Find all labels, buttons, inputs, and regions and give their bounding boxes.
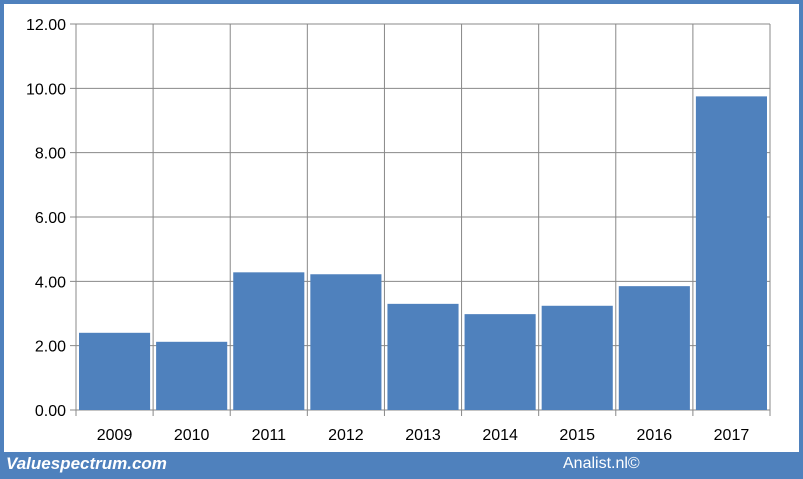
y-tick-label: 4.00 <box>35 274 66 291</box>
x-tick-label: 2013 <box>405 427 441 444</box>
bar-chart: 0.00 2.00 4.00 6.00 8.00 10.00 12.00 2009 2010 20… <box>26 17 771 444</box>
bar-2016 <box>618 286 690 410</box>
bar-2011 <box>233 272 305 410</box>
bar-2015 <box>541 305 613 410</box>
y-tick-label: 8.00 <box>35 146 66 163</box>
x-tick-label: 2014 <box>482 427 518 444</box>
x-tick-label: 2011 <box>252 427 287 444</box>
x-tick-label: 2016 <box>637 427 673 444</box>
x-tick-label: 2015 <box>559 427 595 444</box>
x-tick-label: 2009 <box>97 427 133 444</box>
chart-area: 0.00 2.00 4.00 6.00 8.00 10.00 12.00 2009 2010 20… <box>4 4 799 452</box>
y-tick-label: 0.00 <box>35 403 66 420</box>
x-tick-label: 2012 <box>328 427 364 444</box>
footer-site-label: Valuespectrum.com <box>6 454 167 473</box>
y-tick-label: 10.00 <box>26 81 66 98</box>
y-tick-label: 12.00 <box>26 17 66 34</box>
y-tick-label: 2.00 <box>35 339 66 356</box>
bar-2009 <box>79 332 151 410</box>
bar-2014 <box>464 314 536 410</box>
bar-2013 <box>387 303 459 410</box>
bar-2012 <box>310 274 382 410</box>
bar-2010 <box>156 341 228 410</box>
x-tick-label: 2010 <box>174 427 210 444</box>
x-tick-label: 2017 <box>714 427 750 444</box>
bar-2017 <box>695 96 767 410</box>
footer-copyright-label: Analist.nl© <box>563 455 640 472</box>
y-tick-label: 6.00 <box>35 210 66 227</box>
